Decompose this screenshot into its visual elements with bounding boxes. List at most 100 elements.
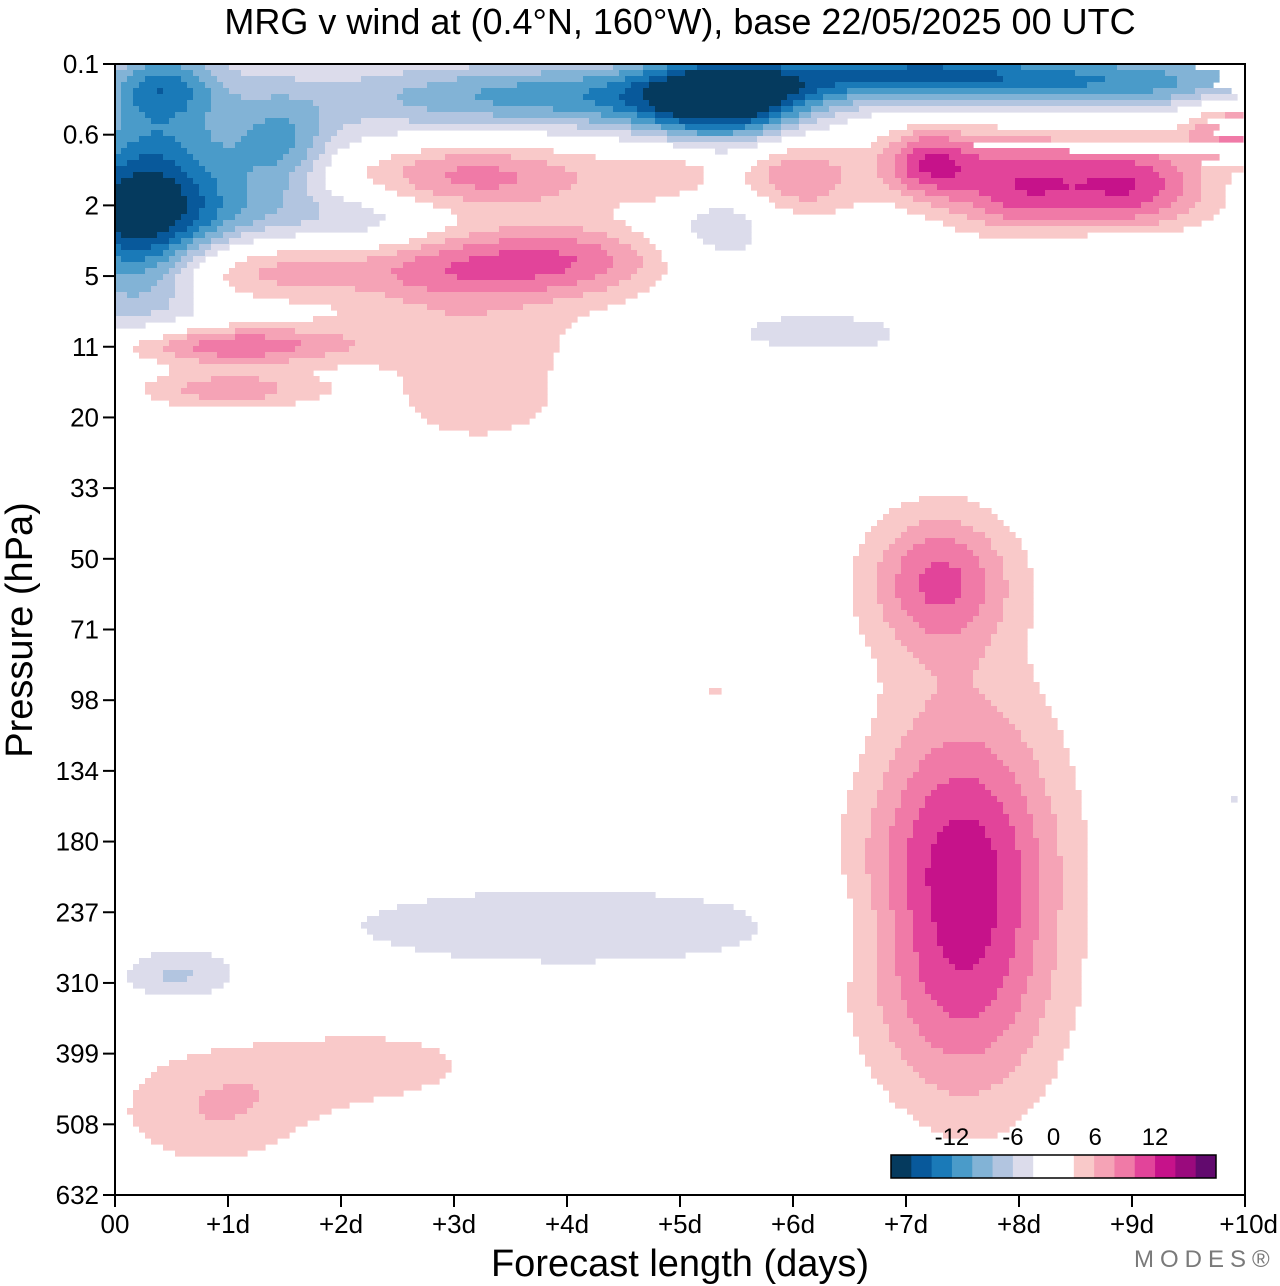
- field-cell: [847, 886, 872, 893]
- field-cell: [295, 142, 314, 149]
- field-cell: [847, 892, 872, 899]
- field-cell: [1027, 988, 1052, 995]
- field-cell: [127, 142, 182, 149]
- field-cell: [889, 766, 920, 773]
- field-cell: [853, 604, 884, 611]
- field-cell: [913, 916, 932, 923]
- field-cell: [883, 1006, 908, 1013]
- field-cell: [367, 916, 752, 923]
- field-cell: [751, 118, 770, 125]
- field-cell: [577, 178, 704, 185]
- field-cell: [655, 118, 680, 125]
- field-cell: [115, 196, 188, 203]
- field-cell: [883, 1018, 914, 1025]
- field-cell: [1183, 184, 1202, 191]
- field-cell: [991, 748, 1034, 755]
- field-cell: [565, 166, 704, 173]
- field-cell: [685, 70, 782, 77]
- field-cell: [355, 286, 428, 293]
- field-cell: [895, 814, 920, 821]
- field-cell: [163, 1144, 266, 1151]
- field-cell: [289, 184, 308, 191]
- field-cell: [181, 142, 224, 149]
- field-cell: [1051, 976, 1082, 983]
- field-cell: [919, 658, 980, 665]
- field-cell: [1057, 940, 1088, 947]
- field-cell: [913, 718, 1010, 725]
- field-cell: [115, 262, 158, 269]
- field-cell: [763, 130, 782, 137]
- field-cell: [877, 136, 902, 143]
- field-cell: [199, 160, 278, 167]
- field-cell: [985, 568, 1004, 575]
- field-cell: [403, 172, 446, 179]
- field-cell: [289, 172, 308, 179]
- field-cell: [289, 178, 308, 185]
- field-cell: [985, 592, 1010, 599]
- x-tick-label: 00: [101, 1209, 130, 1239]
- field-cell: [859, 550, 884, 557]
- field-cell: [1015, 934, 1040, 941]
- field-cell: [907, 646, 986, 653]
- field-cell: [115, 286, 152, 293]
- field-cell: [907, 1060, 1022, 1067]
- field-cell: [253, 166, 296, 173]
- field-cell: [955, 598, 986, 605]
- field-cell: [877, 706, 926, 713]
- field-cell: [961, 580, 986, 587]
- field-cell: [895, 586, 920, 593]
- field-cell: [913, 934, 938, 941]
- field-cell: [997, 898, 1022, 905]
- field-cell: [979, 688, 1040, 695]
- field-cell: [877, 712, 920, 719]
- field-cell: [145, 112, 176, 119]
- field-cell: [115, 268, 146, 275]
- field-cell: [889, 130, 914, 137]
- field-cell: [799, 76, 1004, 83]
- field-cell: [955, 964, 974, 971]
- field-cell: [577, 256, 614, 263]
- field-cell: [163, 172, 188, 179]
- field-cell: [361, 922, 758, 929]
- field-cell: [991, 1084, 1046, 1091]
- field-cell: [469, 64, 614, 71]
- field-cell: [1057, 910, 1088, 917]
- field-cell: [841, 838, 866, 845]
- field-cell: [979, 154, 1160, 161]
- field-cell: [1135, 214, 1178, 221]
- field-cell: [601, 244, 632, 251]
- field-cell: [187, 976, 230, 983]
- field-cell: [313, 160, 332, 167]
- field-cell: [277, 280, 404, 287]
- field-cell: [949, 1090, 980, 1097]
- field-cell: [619, 70, 644, 77]
- field-cell: [853, 958, 878, 965]
- field-cell: [1039, 772, 1076, 779]
- field-cell: [307, 184, 326, 191]
- field-cell: [1021, 730, 1064, 737]
- field-cell: [931, 862, 998, 869]
- field-cell: [169, 268, 182, 275]
- field-cell: [895, 946, 914, 953]
- field-cell: [151, 244, 170, 251]
- field-cell: [1033, 748, 1070, 755]
- field-cell: [763, 124, 782, 131]
- field-cell: [961, 568, 986, 575]
- field-cell: [319, 202, 362, 209]
- field-cell: [157, 262, 176, 269]
- field-cell: [121, 178, 176, 185]
- colorbar-swatch: [1094, 1155, 1115, 1178]
- field-cell: [895, 580, 920, 587]
- field-cell: [175, 250, 188, 257]
- field-cell: [319, 106, 428, 113]
- field-cell: [277, 208, 320, 215]
- field-cell: [817, 196, 914, 203]
- field-cell: [781, 124, 800, 131]
- field-cell: [799, 88, 818, 95]
- field-cell: [1033, 826, 1058, 833]
- field-cell: [187, 172, 212, 179]
- field-cell: [985, 598, 1004, 605]
- field-cell: [397, 250, 440, 257]
- field-cell: [889, 184, 908, 191]
- field-cell: [907, 904, 932, 911]
